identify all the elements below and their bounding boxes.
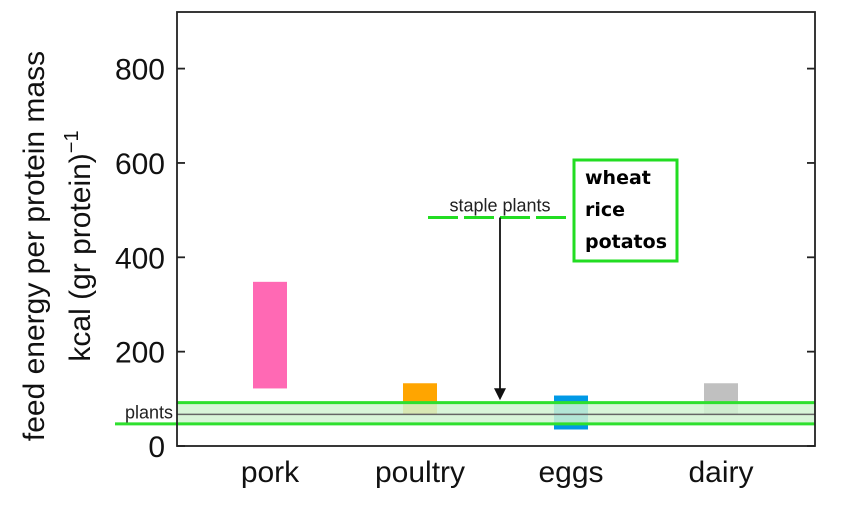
bar-pork — [253, 281, 287, 389]
ylabel-line1: feed energy per protein mass — [18, 51, 51, 441]
plants-band — [177, 402, 815, 424]
arrow-head — [494, 388, 506, 401]
staple-item-wheat: wheat — [585, 167, 651, 189]
staple-item-potatos: potatos — [585, 231, 667, 253]
staple-plants-label: staple plants — [449, 195, 550, 215]
plants-label: plants — [125, 402, 173, 422]
ytick-label-800: 800 — [115, 54, 165, 87]
xtick-label-eggs: eggs — [538, 456, 603, 489]
ylabel-line2: kcal (gr protein)−1 — [61, 130, 97, 361]
xtick-label-pork: pork — [241, 456, 300, 489]
staple-plants-box — [572, 158, 679, 263]
ytick-label-0: 0 — [148, 431, 165, 464]
ytick-label-200: 200 — [115, 337, 165, 370]
ytick-label-400: 400 — [115, 242, 165, 275]
staple-item-rice: rice — [585, 199, 625, 221]
xtick-label-dairy: dairy — [688, 456, 753, 489]
ylabel-exponent: −1 — [61, 130, 83, 153]
ytick-label-600: 600 — [115, 148, 165, 181]
xtick-label-poultry: poultry — [375, 456, 465, 489]
plot-frame — [176, 11, 816, 447]
